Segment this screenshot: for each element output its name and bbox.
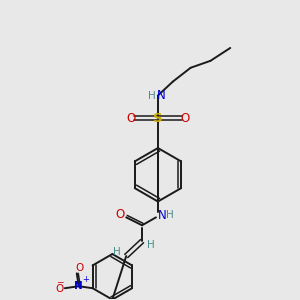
Text: S: S (153, 112, 163, 125)
Text: O: O (76, 263, 84, 273)
Text: N: N (158, 209, 166, 222)
Text: N: N (74, 281, 83, 291)
Text: O: O (127, 112, 136, 125)
Text: N: N (157, 89, 165, 102)
Text: H: H (148, 91, 156, 100)
Text: O: O (116, 208, 125, 221)
Text: H: H (113, 247, 121, 257)
Text: H: H (147, 240, 155, 250)
Text: −: − (56, 277, 64, 286)
Text: O: O (180, 112, 189, 125)
Text: +: + (82, 275, 89, 284)
Text: O: O (56, 284, 64, 294)
Text: H: H (166, 210, 174, 220)
